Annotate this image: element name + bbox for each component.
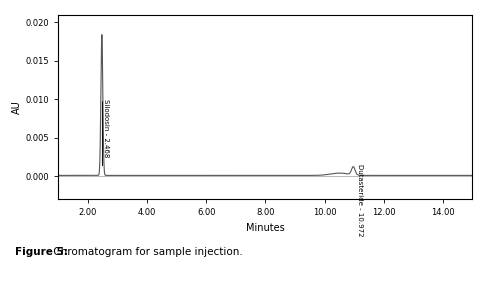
- Text: Chromatogram for sample injection.: Chromatogram for sample injection.: [50, 247, 243, 257]
- Y-axis label: AU: AU: [12, 100, 21, 114]
- Text: Figure 5:: Figure 5:: [15, 247, 68, 257]
- X-axis label: Minutes: Minutes: [246, 223, 285, 233]
- Text: Silodosin - 2.468: Silodosin - 2.468: [103, 99, 109, 157]
- Text: Dutasteride - 10.972: Dutasteride - 10.972: [357, 164, 363, 237]
